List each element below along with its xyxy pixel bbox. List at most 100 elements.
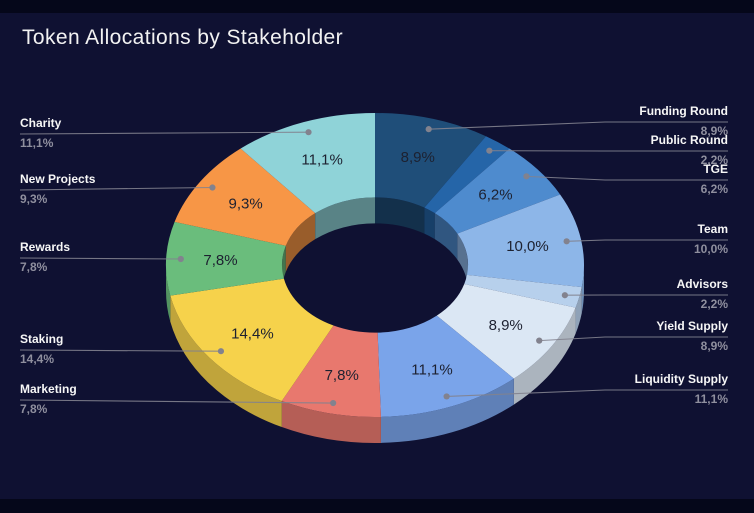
- slice-public-round[interactable]: [424, 136, 510, 214]
- slice-label: 11,1%: [411, 362, 452, 379]
- callout-label: Team: [697, 222, 728, 236]
- callout-value: 2,2%: [700, 153, 728, 167]
- outer-wall: [170, 295, 282, 428]
- leader-dot: [330, 399, 337, 407]
- callout-value: 7,8%: [20, 402, 48, 416]
- slice-tge[interactable]: [434, 148, 561, 234]
- leader-line: [19, 349, 221, 352]
- leader-line: [446, 389, 728, 397]
- slice-team[interactable]: [457, 194, 584, 288]
- slice-label: 8,9%: [401, 149, 435, 166]
- callout-liquidity-supply: Liquidity Supply 11,1%: [635, 373, 728, 406]
- slice-rewards[interactable]: [166, 221, 286, 296]
- donut-outer-walls: [166, 265, 584, 443]
- callout-value: 11,1%: [694, 392, 728, 406]
- leader-dot: [563, 238, 570, 245]
- callout-label: New Projects: [20, 172, 96, 186]
- donut-slices: [166, 113, 584, 417]
- slice-charity[interactable]: [240, 113, 375, 214]
- leader-line: [539, 336, 728, 342]
- leader-line: [428, 121, 728, 130]
- callout-staking: Staking 14,4%: [20, 333, 63, 366]
- slice-label: 9,3%: [229, 195, 263, 212]
- slice-yield-supply[interactable]: [436, 283, 576, 379]
- callout-label: Staking: [20, 332, 64, 346]
- leader-line: [19, 186, 213, 191]
- leader-dot: [209, 184, 216, 191]
- bottom-frame-bar: [0, 499, 754, 513]
- callout-label: Funding Round: [639, 104, 728, 118]
- slice-funding-round[interactable]: [375, 113, 486, 208]
- leader-dot: [523, 173, 530, 180]
- callout-value: 8,9%: [700, 124, 728, 138]
- callout-value: 11,1%: [20, 136, 54, 150]
- callout-value: 6,2%: [700, 182, 728, 196]
- chart-title: Token Allocations by Stakeholder: [22, 26, 343, 49]
- donut-inner-walls: [281, 197, 469, 291]
- slice-label: 6,2%: [478, 186, 512, 203]
- leader-dot: [486, 147, 493, 154]
- leader-dot: [561, 292, 568, 299]
- outer-wall: [581, 265, 584, 314]
- leader-line: [566, 239, 728, 242]
- leader-line: [19, 257, 181, 260]
- callout-value: 8,9%: [700, 339, 728, 353]
- inner-wall: [457, 233, 469, 291]
- inner-wall: [434, 213, 458, 260]
- leader-dot: [443, 393, 450, 400]
- callout-label: Rewards: [20, 240, 71, 254]
- slice-label: 7,8%: [325, 367, 359, 384]
- callout-label: Public Round: [650, 133, 728, 147]
- slice-liquidity-supply[interactable]: [377, 315, 514, 417]
- callout-label: Marketing: [20, 382, 77, 396]
- leader-dot: [305, 129, 312, 136]
- callout-value: 10,0%: [693, 242, 728, 256]
- slice-label: 14,4%: [231, 326, 274, 343]
- slice-new-projects[interactable]: [174, 148, 316, 246]
- callout-label: TGE: [703, 162, 728, 176]
- leader-line: [19, 131, 309, 135]
- callout-tge: TGE 6,2%: [701, 163, 728, 196]
- leader-dot: [177, 255, 184, 263]
- slice-staking[interactable]: [170, 278, 334, 402]
- slice-label: 7,8%: [203, 252, 237, 269]
- inner-wall: [285, 213, 316, 272]
- slice-marketing[interactable]: [281, 325, 381, 417]
- callout-marketing: Marketing 7,8%: [20, 383, 77, 416]
- outer-wall: [380, 378, 514, 443]
- outer-wall: [513, 307, 576, 405]
- callout-value: 14,4%: [20, 352, 55, 366]
- slice-advisors[interactable]: [464, 274, 582, 308]
- callout-funding-round: Funding Round 8,9%: [639, 105, 728, 138]
- slice-label: 11,1%: [301, 151, 342, 168]
- callout-new-projects: New Projects 9,3%: [20, 173, 95, 206]
- leader-dot: [217, 348, 225, 355]
- callout-value: 7,8%: [20, 260, 48, 274]
- slice-label: 8,9%: [489, 317, 523, 334]
- inner-wall: [315, 197, 375, 240]
- callout-rewards: Rewards 7,8%: [20, 241, 70, 274]
- callout-yield-supply: Yield Supply 8,9%: [656, 320, 728, 353]
- callout-value: 2,2%: [700, 297, 728, 311]
- outer-wall: [281, 401, 381, 443]
- inner-wall: [424, 207, 435, 240]
- callout-label: Advisors: [676, 277, 728, 291]
- top-frame-bar: [0, 0, 754, 13]
- leader-dot: [536, 337, 543, 344]
- leader-line: [19, 399, 334, 404]
- callout-label: Yield Supply: [656, 319, 728, 333]
- callout-label: Charity: [20, 116, 62, 130]
- slice-labels: 8,9% 6,2% 10,0% 8,9% 11,1% 7,8% 14,4% 7,8% 9,3% 1…: [203, 149, 548, 384]
- outer-wall: [575, 287, 582, 334]
- callout-value: 9,3%: [20, 192, 48, 206]
- callout-charity: Charity 11,1%: [20, 117, 61, 150]
- slice-label: 10,0%: [506, 238, 549, 255]
- callout-public-round: Public Round 2,2%: [651, 134, 728, 167]
- callout-advisors: Advisors 2,2%: [677, 278, 728, 311]
- inner-wall: [375, 197, 425, 234]
- callout-label: Liquidity Supply: [634, 372, 728, 386]
- leader-line: [526, 175, 728, 181]
- leader-lines: [19, 121, 728, 407]
